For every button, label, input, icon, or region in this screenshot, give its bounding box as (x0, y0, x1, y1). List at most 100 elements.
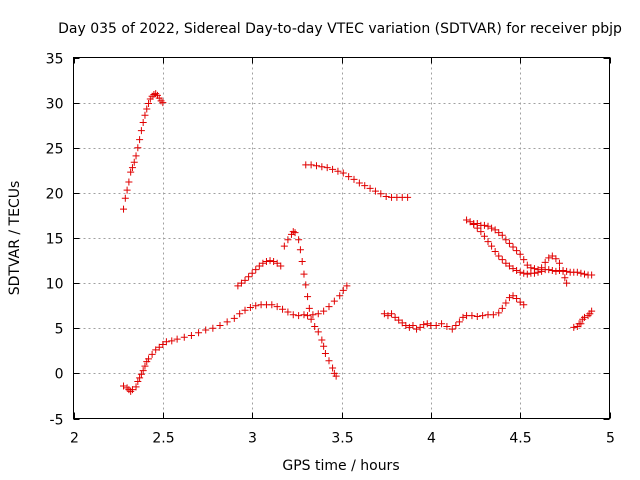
data-point (168, 337, 176, 345)
data-point (491, 226, 499, 234)
data-point (123, 186, 131, 194)
data-point (145, 355, 153, 363)
y-tick-label: 35 (46, 52, 64, 68)
data-point (527, 264, 535, 272)
x-tick-label: 3.5 (331, 431, 353, 447)
data-points (120, 90, 596, 395)
data-point (180, 333, 188, 341)
data-point (134, 144, 142, 152)
data-point (332, 372, 340, 380)
data-point (155, 343, 163, 351)
data-point (520, 301, 528, 309)
data-point (404, 193, 412, 201)
data-point (223, 318, 231, 326)
data-point (423, 320, 431, 328)
data-point (489, 311, 497, 319)
data-point (330, 297, 338, 305)
data-point (382, 192, 390, 200)
data-point (302, 281, 310, 289)
data-point (538, 264, 546, 272)
data-point (480, 232, 488, 240)
data-point (534, 266, 542, 274)
data-point (502, 236, 510, 244)
series-arc-5 (380, 292, 528, 333)
data-point (388, 310, 396, 318)
data-point (413, 325, 421, 333)
data-point (245, 273, 253, 281)
data-point (473, 220, 481, 228)
data-point (230, 314, 238, 322)
axis-ticks: 2 2.5 3 3.5 4 4.5 5 -5 0 5 10 15 20 25 30 35 (46, 52, 615, 447)
data-point (159, 99, 167, 107)
data-point (463, 216, 471, 224)
y-tick-label: 0 (55, 367, 64, 383)
data-point (459, 313, 467, 321)
data-point (187, 331, 195, 339)
data-point (279, 305, 287, 313)
series-arc-4 (302, 161, 412, 201)
series-arc-3 (234, 228, 340, 380)
data-point (580, 313, 588, 321)
data-point (318, 163, 326, 171)
data-point (495, 252, 503, 260)
data-point (502, 259, 510, 267)
data-point (488, 224, 496, 232)
grid-lines (73, 57, 610, 419)
data-point (312, 162, 320, 170)
data-point (405, 323, 413, 331)
data-point (132, 383, 140, 391)
data-point (509, 243, 517, 251)
data-point (289, 311, 297, 319)
data-point (270, 257, 278, 265)
data-point (125, 178, 133, 186)
data-point (159, 340, 167, 348)
y-tick-label: 5 (55, 322, 64, 338)
data-point (139, 367, 147, 375)
data-point (305, 304, 313, 312)
data-point (137, 127, 145, 135)
data-point (323, 164, 331, 172)
data-point (128, 386, 136, 394)
data-point (136, 374, 144, 382)
data-point (130, 158, 138, 166)
data-point (466, 218, 474, 226)
data-point (573, 268, 581, 276)
data-point (132, 152, 140, 160)
data-point (516, 298, 524, 306)
data-point (516, 250, 524, 258)
data-point (202, 326, 210, 334)
data-point (298, 257, 306, 265)
data-point (570, 323, 578, 331)
data-point (291, 229, 299, 237)
data-point (173, 335, 181, 343)
x-axis-label: GPS time / hours (282, 458, 399, 474)
data-point (371, 187, 379, 195)
data-point (314, 328, 322, 336)
data-point (309, 311, 317, 319)
data-point (473, 313, 481, 321)
data-point (127, 168, 135, 176)
data-point (139, 118, 147, 126)
data-point (295, 312, 303, 320)
data-point (443, 322, 451, 330)
x-tick-label: 4.5 (509, 431, 531, 447)
data-point (498, 304, 506, 312)
data-point (284, 236, 292, 244)
data-point (509, 292, 517, 300)
data-point (120, 382, 128, 390)
data-point (502, 299, 510, 307)
data-point (409, 322, 417, 330)
y-tick-label: 20 (46, 187, 64, 203)
data-point (314, 310, 322, 318)
data-point (141, 111, 149, 119)
data-point (588, 271, 596, 279)
data-point (498, 256, 506, 264)
data-point (150, 91, 158, 99)
data-point (289, 228, 297, 236)
series-arc-7 (470, 220, 571, 287)
data-point (252, 302, 260, 310)
data-point (561, 274, 569, 282)
data-point (545, 254, 553, 262)
data-point (577, 320, 585, 328)
data-point (438, 320, 446, 328)
